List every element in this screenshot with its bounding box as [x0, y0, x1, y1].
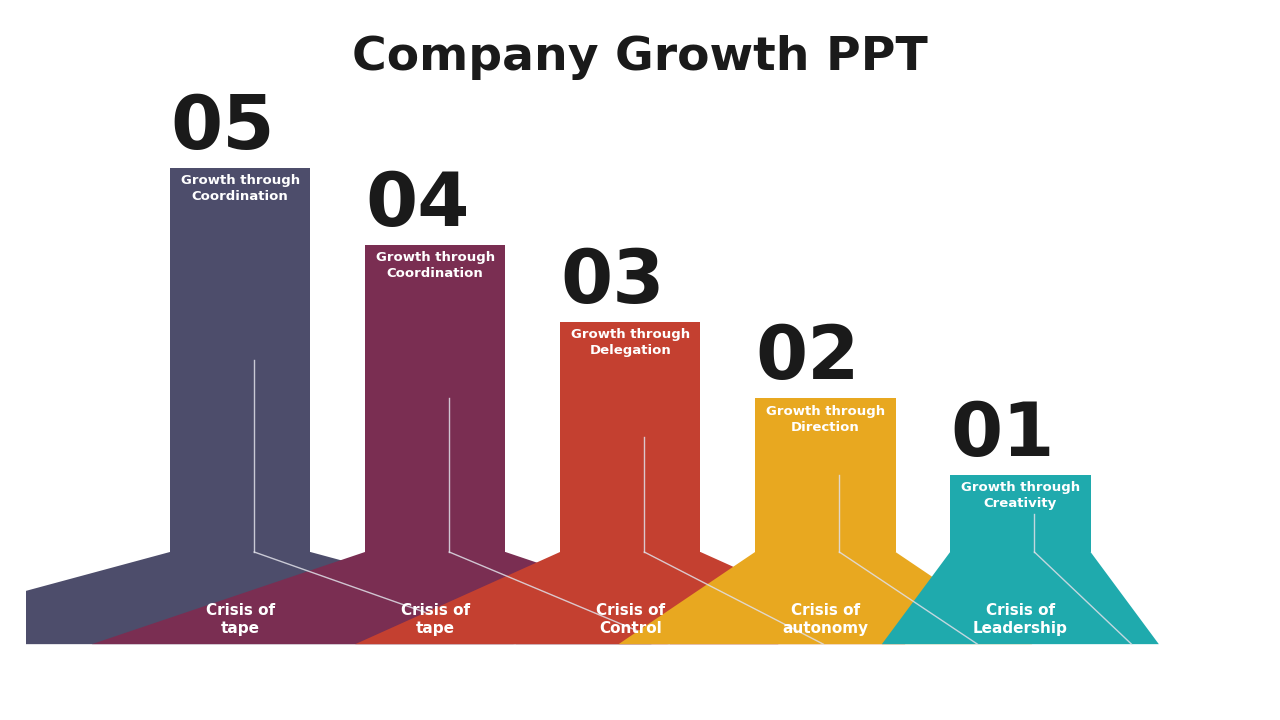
- Text: Crisis of
Control: Crisis of Control: [595, 603, 664, 636]
- Text: Growth through
Coordination: Growth through Coordination: [375, 251, 495, 280]
- Bar: [170, 168, 310, 552]
- Bar: [561, 322, 700, 552]
- Bar: [950, 475, 1091, 552]
- Text: Growth through
Creativity: Growth through Creativity: [961, 482, 1080, 510]
- Text: Crisis of
autonomy: Crisis of autonomy: [782, 603, 868, 636]
- Text: 03: 03: [561, 246, 664, 318]
- Text: 02: 02: [755, 323, 859, 395]
- Polygon shape: [618, 552, 1032, 644]
- Bar: [365, 245, 506, 552]
- Text: Growth through
Coordination: Growth through Coordination: [180, 174, 300, 203]
- Polygon shape: [356, 552, 905, 644]
- Polygon shape: [0, 552, 652, 644]
- Text: Crisis of
tape: Crisis of tape: [401, 603, 470, 636]
- Bar: [755, 398, 896, 552]
- Text: Growth through
Delegation: Growth through Delegation: [571, 328, 690, 356]
- Text: 04: 04: [365, 168, 470, 242]
- Polygon shape: [882, 552, 1158, 644]
- Text: 05: 05: [170, 92, 274, 165]
- Text: Crisis of
Leadership: Crisis of Leadership: [973, 603, 1068, 636]
- Polygon shape: [92, 552, 778, 644]
- Text: Company Growth PPT: Company Growth PPT: [352, 35, 928, 80]
- Text: Crisis of
tape: Crisis of tape: [206, 603, 275, 636]
- Text: 01: 01: [950, 399, 1055, 472]
- Text: Growth through
Direction: Growth through Direction: [765, 405, 884, 433]
